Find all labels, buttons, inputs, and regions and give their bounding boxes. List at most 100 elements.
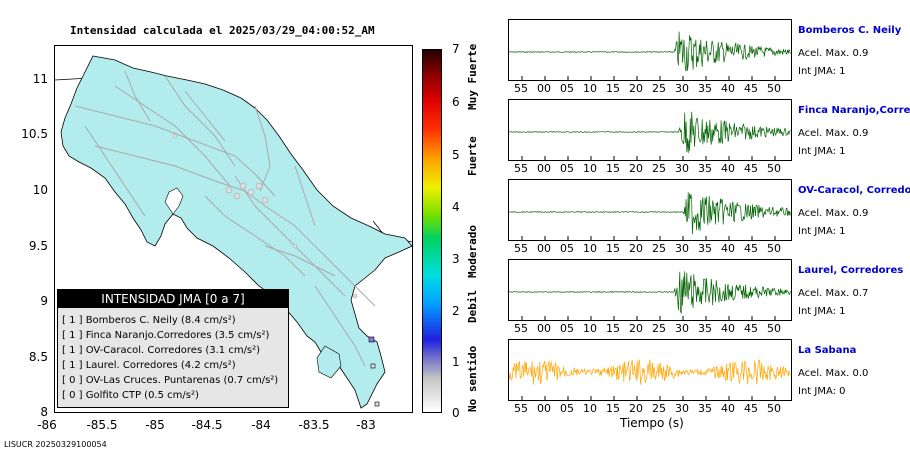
time-tick-label: 25	[652, 162, 666, 175]
time-tick-label: 30	[675, 162, 689, 175]
time-tick-label: 40	[721, 82, 735, 95]
seismogram-trace	[509, 31, 791, 72]
colorbar-label: Fuerte	[466, 136, 479, 176]
station-marker-bomberos	[368, 336, 375, 343]
seismogram-trace	[509, 271, 791, 315]
colorbar-label: No sentido	[466, 345, 479, 412]
station-acel-max: Acel. Max. 0.7	[798, 288, 869, 299]
seismogram-panel	[508, 99, 792, 161]
time-tick-label: 10	[583, 162, 597, 175]
time-tick-label: 45	[744, 402, 758, 415]
station-marker	[352, 293, 358, 299]
colorbar-label: Moderado	[466, 225, 479, 278]
station-int-jma: Int JMA: 1	[798, 146, 846, 157]
time-tick-label: 45	[744, 242, 758, 255]
seismogram-trace-svg	[509, 271, 791, 320]
time-tick-label: 10	[583, 402, 597, 415]
time-tick-label: 05	[560, 242, 574, 255]
legend-row: [ 1 ] Bomberos C. Neily (8.4 cm/s²)	[62, 315, 236, 326]
time-tick-label: 20	[629, 162, 643, 175]
costa-rica-map	[55, 55, 412, 409]
map-ytick: 11	[32, 72, 48, 86]
map-xtick: -84.5	[191, 418, 223, 432]
seismogram-trace	[509, 192, 791, 235]
colorbar-tick: 0	[452, 406, 460, 420]
station-acel-max: Acel. Max. 0.9	[798, 48, 869, 59]
time-tick-label: 00	[537, 402, 551, 415]
time-tick-label: 50	[767, 402, 781, 415]
station-acel-max: Acel. Max. 0.9	[798, 208, 869, 219]
time-tick-label: 05	[560, 162, 574, 175]
time-tick-label: 15	[606, 242, 620, 255]
station-int-jma: Int JMA: 0	[798, 386, 846, 397]
legend-header: INTENSIDAD JMA [0 a 7]	[58, 290, 288, 308]
map-ytick: 9	[40, 294, 48, 308]
time-tick-label: 35	[698, 82, 712, 95]
station-marker-south	[374, 401, 380, 407]
time-tick-label: 35	[698, 322, 712, 335]
time-tick-label: 45	[744, 322, 758, 335]
time-tick-label: 05	[560, 402, 574, 415]
colorbar-tick: 1	[452, 355, 460, 369]
time-tick-label: 10	[583, 322, 597, 335]
time-tick-label: 15	[606, 402, 620, 415]
seismogram-trace	[509, 111, 791, 154]
station-int-jma: Int JMA: 1	[798, 66, 846, 77]
colorbar-label: Debil	[466, 289, 479, 323]
colorbar-tick: 7	[452, 42, 460, 56]
time-tick-label: 55	[514, 162, 528, 175]
time-tick-label: 10	[583, 82, 597, 95]
map-ytick: 10	[32, 183, 48, 197]
time-tick-label: 50	[767, 162, 781, 175]
map-ytick: 9.5	[28, 239, 48, 253]
seismogram-panel	[508, 19, 792, 81]
gulf-of-nicoya	[164, 187, 184, 215]
time-tick-label: 05	[560, 322, 574, 335]
time-tick-label: 35	[698, 162, 712, 175]
time-tick-label: 05	[560, 82, 574, 95]
station-name: Laurel, Corredores	[798, 265, 904, 276]
time-tick-label: 25	[652, 402, 666, 415]
colorbar-tick: 4	[452, 200, 460, 214]
station-name: Finca Naranjo,Corredores	[798, 105, 910, 116]
station-acel-max: Acel. Max. 0.0	[798, 368, 869, 379]
time-tick-label: 40	[721, 402, 735, 415]
station-marker	[172, 133, 178, 139]
time-tick-label: 30	[675, 402, 689, 415]
time-tick-label: 55	[514, 82, 528, 95]
station-marker	[239, 182, 247, 190]
time-tick-label: 40	[721, 322, 735, 335]
station-marker	[255, 182, 263, 190]
seismogram-trace-svg	[509, 111, 791, 160]
seismogram-panel	[508, 259, 792, 321]
time-tick-label: 00	[537, 322, 551, 335]
station-marker	[233, 192, 241, 200]
seismogram-trace-svg	[509, 359, 791, 400]
time-tick-label: 15	[606, 162, 620, 175]
time-axis-label: Tiempo (s)	[620, 416, 684, 430]
footer-id: LISUCR 20250329100054	[4, 440, 107, 449]
intensity-colorbar	[422, 49, 442, 413]
colorbar-tick: 3	[452, 252, 460, 266]
colorbar-label: Muy Fuerte	[466, 43, 479, 110]
seismogram-trace	[509, 359, 791, 385]
map-xtick: -86	[37, 418, 57, 432]
time-tick-label: 40	[721, 242, 735, 255]
time-tick-label: 20	[629, 322, 643, 335]
station-markers	[172, 133, 380, 407]
seismogram-trace-svg	[509, 31, 791, 80]
time-tick-label: 20	[629, 242, 643, 255]
intensity-legend: INTENSIDAD JMA [0 a 7] [ 1 ] Bomberos C.…	[57, 289, 289, 408]
time-tick-label: 45	[744, 162, 758, 175]
station-acel-max: Acel. Max. 0.9	[798, 128, 869, 139]
station-marker	[247, 188, 255, 196]
colorbar-tick: 6	[452, 95, 460, 109]
station-name: Bomberos C. Neily	[798, 25, 902, 36]
station-marker	[292, 243, 298, 249]
map-ytick: 8	[40, 405, 48, 419]
time-tick-label: 15	[606, 322, 620, 335]
map-xtick: -85	[145, 418, 165, 432]
legend-row: [ 1 ] Finca Naranjo.Corredores (3.5 cm/s…	[62, 330, 270, 341]
time-tick-label: 50	[767, 242, 781, 255]
